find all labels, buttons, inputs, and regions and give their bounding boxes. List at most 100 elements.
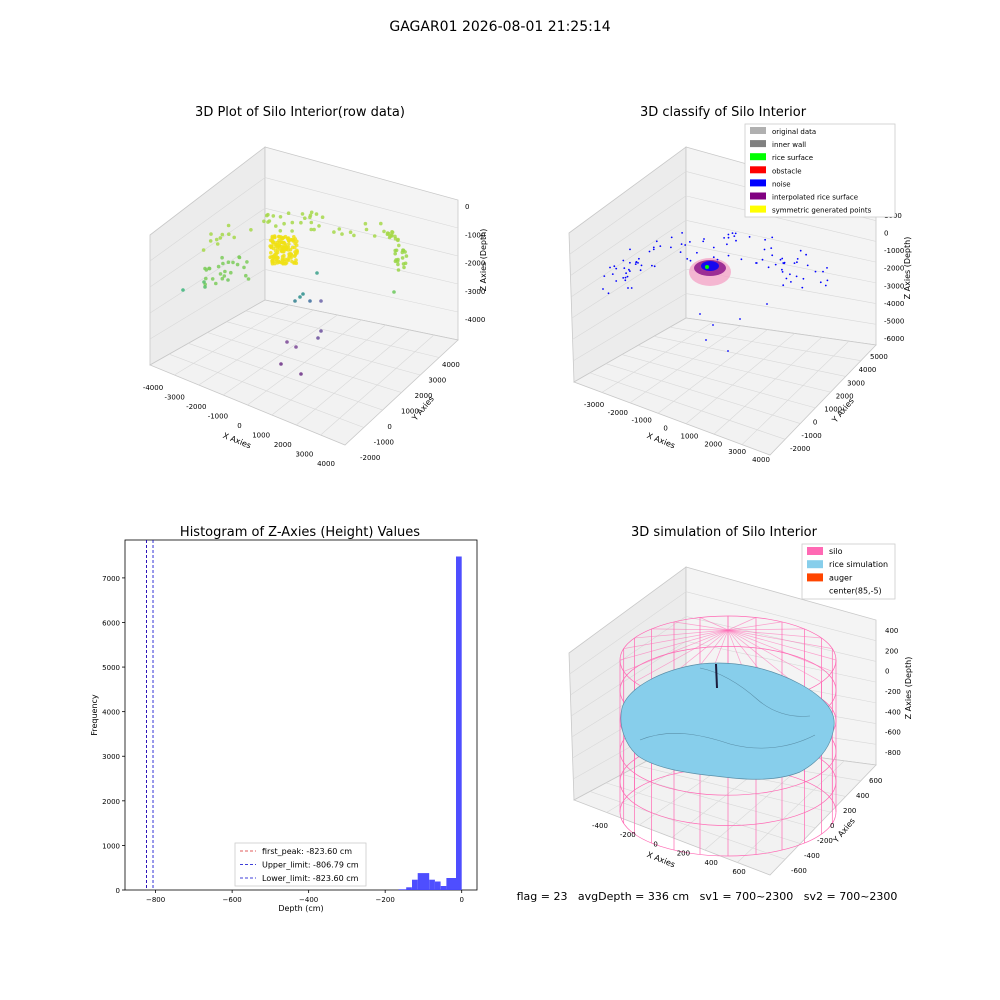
- raw-point-217: [229, 270, 233, 275]
- raw-point-51: [293, 241, 297, 246]
- histogram-plot-area: [124, 539, 478, 891]
- simulation-3d-xlabel: X Axies: [646, 850, 677, 869]
- cls-noise-point-6: [640, 264, 643, 267]
- cls-noise-point-29: [615, 280, 618, 282]
- raw-point-168: [379, 221, 383, 226]
- cls-x-tick-3: 0: [663, 425, 667, 433]
- sim-x-tick-4: 400: [705, 859, 718, 867]
- raw-point-166: [317, 224, 321, 228]
- raw-x-tick-8: 4000: [317, 460, 335, 468]
- histogram-y-tick-5: 5000: [102, 664, 120, 672]
- sim-y-tick-2: -200: [817, 837, 833, 845]
- raw-point-142: [218, 236, 223, 240]
- raw-point-194: [266, 220, 270, 224]
- raw-point-143: [290, 220, 295, 225]
- silo-roof-10: [634, 629, 729, 683]
- raw-point-175: [352, 233, 356, 238]
- sim-y-tick-1: -400: [804, 852, 820, 860]
- histogram-x-tick-1: −600: [223, 896, 242, 904]
- cls-noise-point-62: [659, 245, 662, 248]
- cls-x-tick-2: -1000: [632, 417, 652, 425]
- sim-z-tick-1: 200: [885, 647, 898, 655]
- histogram-bar-3: [417, 873, 430, 890]
- raw-point-119: [279, 235, 283, 239]
- cls-y-tick-1: -1000: [801, 432, 821, 440]
- cls-noise-outlier-3: [712, 324, 714, 326]
- raw-point-191: [337, 227, 342, 231]
- raw-point-121: [292, 235, 296, 239]
- raw-point-202: [221, 261, 225, 266]
- cls-noise-point-42: [634, 263, 637, 265]
- silo-roof-15: [651, 628, 729, 631]
- raw-point-220: [220, 255, 224, 260]
- raw-point-219: [207, 266, 211, 271]
- raw-x-tick-4: 0: [237, 422, 241, 430]
- raw-point-133: [277, 238, 281, 243]
- raw-point-231: [393, 251, 398, 256]
- sim-legend-swatch-1: [807, 560, 823, 569]
- cls-noise-point-25: [790, 281, 792, 283]
- cls-y-tick-0: -2000: [790, 445, 810, 453]
- cls-x-tick-1: -2000: [608, 409, 628, 417]
- sim-y-tick-6: 600: [869, 777, 882, 785]
- histogram-legend-label-0: first_peak: -823.60 cm: [262, 847, 352, 856]
- raw-point-181: [299, 220, 303, 225]
- sim-x-tick-0: -400: [592, 822, 608, 830]
- raw-point-256: [299, 372, 303, 376]
- raw-point-223: [231, 260, 235, 265]
- raw-point-190: [208, 239, 213, 243]
- raw-3d-xlabel: X Axies: [222, 431, 253, 450]
- cls-noise-point-60: [679, 251, 682, 254]
- cls-noise-point-24: [796, 258, 799, 260]
- raw-3d-zlabel: Z Axies (Depth): [479, 229, 488, 292]
- simulation-3d-x-ticks: -400 -200 0 200 400 600: [592, 822, 746, 876]
- raw-point-135: [290, 254, 294, 258]
- cls-noise-point-5: [696, 251, 698, 254]
- cls-noise-point-45: [793, 262, 796, 264]
- histogram-x-ticks: −800 −600 −400 −200 0: [146, 890, 464, 904]
- raw-point-232: [396, 268, 401, 272]
- cls-noise-point-18: [819, 281, 822, 284]
- sim-x-tick-1: -200: [620, 831, 636, 839]
- raw-point-87: [290, 259, 294, 264]
- silo-roof-19: [727, 617, 757, 631]
- raw-x-tick-6: 2000: [274, 441, 292, 449]
- classify-3d-xlabel: X Axies: [646, 431, 677, 450]
- cls-noise-point-4: [735, 239, 737, 242]
- histogram-x-tick-3: −200: [376, 896, 395, 904]
- cls-noise-point-79: [782, 262, 785, 264]
- raw-point-174: [262, 219, 266, 224]
- cls-legend-label-2: rice surface: [772, 154, 813, 162]
- raw-point-161: [300, 212, 305, 216]
- raw-y-tick-6: 4000: [442, 361, 460, 369]
- raw-point-215: [220, 276, 225, 281]
- panel-classify-3d: 3D classify of Silo Interior -3000-2000-…: [568, 105, 912, 464]
- cls-noise-point-31: [652, 246, 655, 249]
- cls-y-tick-6: 4000: [859, 366, 877, 374]
- raw-z-tick-3: -3000: [465, 288, 485, 296]
- cls-y-tick-2: 0: [813, 419, 817, 427]
- raw-point-251: [319, 299, 323, 303]
- raw-point-137: [271, 254, 276, 258]
- cls-x-tick-4: 1000: [681, 432, 699, 440]
- sim-legend-label-1: rice simulation: [829, 560, 888, 569]
- histogram-bar-0: [398, 889, 407, 890]
- raw-x-tick-5: 1000: [252, 432, 270, 440]
- raw-point-196: [387, 235, 392, 240]
- cls-noise-point-20: [770, 247, 773, 250]
- raw-point-158: [364, 227, 369, 232]
- raw-point-178: [396, 237, 400, 242]
- raw-point-249: [293, 299, 297, 303]
- cls-noise-point-46: [764, 238, 766, 241]
- cls-noise-point-76: [638, 257, 640, 260]
- cls-noise-point-55: [655, 240, 658, 243]
- raw-point-250: [308, 299, 312, 303]
- histogram-y-tick-3: 3000: [102, 753, 120, 761]
- classify-3d-cluster: [689, 258, 731, 286]
- cls-noise-point-21: [653, 265, 656, 268]
- cls-noise-point-72: [727, 233, 730, 236]
- cls-noise-point-11: [702, 240, 705, 243]
- cls-noise-point-77: [635, 261, 637, 264]
